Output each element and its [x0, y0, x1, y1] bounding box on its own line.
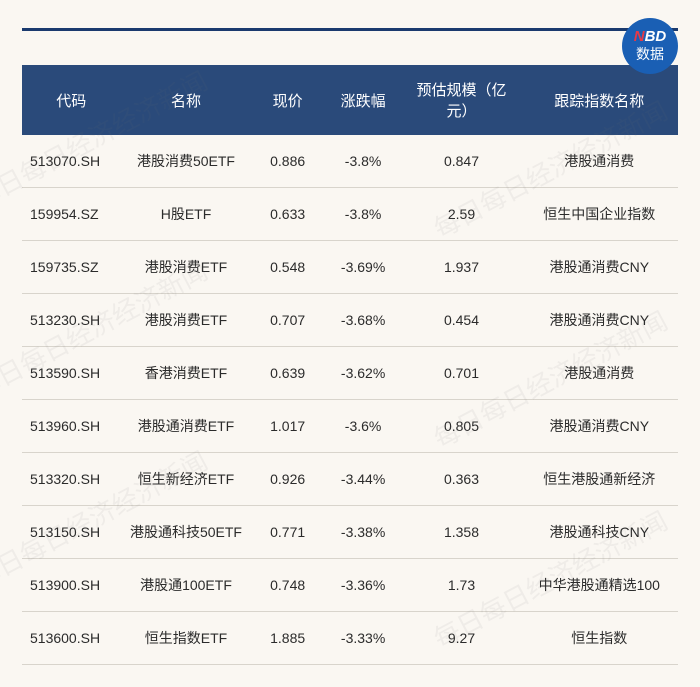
cell-scale: 0.454	[402, 294, 520, 347]
cell-price: 0.886	[252, 135, 324, 188]
table-row: 513600.SH 恒生指数ETF 1.885 -3.33% 9.27 恒生指数	[22, 612, 678, 665]
cell-change: -3.44%	[324, 453, 403, 506]
table-row: 513900.SH 港股通100ETF 0.748 -3.36% 1.73 中华…	[22, 559, 678, 612]
cell-scale: 1.358	[402, 506, 520, 559]
cell-code: 513600.SH	[22, 612, 120, 665]
col-scale: 预估规模（亿元）	[402, 65, 520, 135]
cell-scale: 2.59	[402, 188, 520, 241]
cell-code: 513230.SH	[22, 294, 120, 347]
cell-name: 港股通科技50ETF	[120, 506, 251, 559]
table-row: 513960.SH 港股通消费ETF 1.017 -3.6% 0.805 港股通…	[22, 400, 678, 453]
cell-index: 港股通消费CNY	[521, 400, 678, 453]
etf-table: 代码 名称 现价 涨跌幅 预估规模（亿元） 跟踪指数名称 513070.SH 港…	[22, 65, 678, 665]
cell-scale: 9.27	[402, 612, 520, 665]
table-row: 159954.SZ H股ETF 0.633 -3.8% 2.59 恒生中国企业指…	[22, 188, 678, 241]
cell-price: 1.885	[252, 612, 324, 665]
cell-code: 513960.SH	[22, 400, 120, 453]
cell-price: 0.548	[252, 241, 324, 294]
table-row: 513320.SH 恒生新经济ETF 0.926 -3.44% 0.363 恒生…	[22, 453, 678, 506]
cell-change: -3.69%	[324, 241, 403, 294]
cell-index: 港股通消费	[521, 347, 678, 400]
cell-name: 港股通100ETF	[120, 559, 251, 612]
cell-change: -3.33%	[324, 612, 403, 665]
cell-index: 港股通科技CNY	[521, 506, 678, 559]
cell-price: 0.771	[252, 506, 324, 559]
cell-change: -3.8%	[324, 188, 403, 241]
cell-price: 0.748	[252, 559, 324, 612]
cell-change: -3.62%	[324, 347, 403, 400]
cell-price: 0.707	[252, 294, 324, 347]
cell-change: -3.38%	[324, 506, 403, 559]
cell-scale: 0.847	[402, 135, 520, 188]
table-row: 513590.SH 香港消费ETF 0.639 -3.62% 0.701 港股通…	[22, 347, 678, 400]
cell-change: -3.36%	[324, 559, 403, 612]
col-price: 现价	[252, 65, 324, 135]
cell-index: 恒生港股通新经济	[521, 453, 678, 506]
cell-scale: 0.363	[402, 453, 520, 506]
cell-scale: 0.805	[402, 400, 520, 453]
cell-name: 港股消费50ETF	[120, 135, 251, 188]
cell-code: 159735.SZ	[22, 241, 120, 294]
cell-name: 港股消费ETF	[120, 294, 251, 347]
cell-name: 香港消费ETF	[120, 347, 251, 400]
cell-name: 恒生指数ETF	[120, 612, 251, 665]
cell-price: 0.633	[252, 188, 324, 241]
cell-scale: 1.937	[402, 241, 520, 294]
cell-code: 513900.SH	[22, 559, 120, 612]
cell-change: -3.68%	[324, 294, 403, 347]
cell-name: 港股通消费ETF	[120, 400, 251, 453]
col-name: 名称	[120, 65, 251, 135]
cell-price: 1.017	[252, 400, 324, 453]
table-row: 513150.SH 港股通科技50ETF 0.771 -3.38% 1.358 …	[22, 506, 678, 559]
cell-index: 港股通消费CNY	[521, 294, 678, 347]
table-row: 159735.SZ 港股消费ETF 0.548 -3.69% 1.937 港股通…	[22, 241, 678, 294]
cell-code: 513150.SH	[22, 506, 120, 559]
table-row: 513230.SH 港股消费ETF 0.707 -3.68% 0.454 港股通…	[22, 294, 678, 347]
cell-name: 港股消费ETF	[120, 241, 251, 294]
cell-code: 513320.SH	[22, 453, 120, 506]
table-body: 513070.SH 港股消费50ETF 0.886 -3.8% 0.847 港股…	[22, 135, 678, 665]
cell-change: -3.8%	[324, 135, 403, 188]
cell-name: 恒生新经济ETF	[120, 453, 251, 506]
table-header-row: 代码 名称 现价 涨跌幅 预估规模（亿元） 跟踪指数名称	[22, 65, 678, 135]
cell-scale: 0.701	[402, 347, 520, 400]
cell-change: -3.6%	[324, 400, 403, 453]
cell-index: 恒生中国企业指数	[521, 188, 678, 241]
col-code: 代码	[22, 65, 120, 135]
badge-bottom: 数据	[636, 46, 664, 63]
cell-price: 0.639	[252, 347, 324, 400]
cell-code: 513590.SH	[22, 347, 120, 400]
table-row: 513070.SH 港股消费50ETF 0.886 -3.8% 0.847 港股…	[22, 135, 678, 188]
cell-index: 恒生指数	[521, 612, 678, 665]
main-container: 代码 名称 现价 涨跌幅 预估规模（亿元） 跟踪指数名称 513070.SH 港…	[0, 0, 700, 687]
cell-index: 中华港股通精选100	[521, 559, 678, 612]
top-rule	[22, 28, 678, 31]
col-change: 涨跌幅	[324, 65, 403, 135]
nbd-badge: NBD 数据	[622, 18, 678, 74]
cell-scale: 1.73	[402, 559, 520, 612]
cell-index: 港股通消费CNY	[521, 241, 678, 294]
col-index: 跟踪指数名称	[521, 65, 678, 135]
cell-price: 0.926	[252, 453, 324, 506]
cell-name: H股ETF	[120, 188, 251, 241]
cell-code: 159954.SZ	[22, 188, 120, 241]
cell-index: 港股通消费	[521, 135, 678, 188]
cell-code: 513070.SH	[22, 135, 120, 188]
badge-top: NBD	[634, 29, 667, 44]
